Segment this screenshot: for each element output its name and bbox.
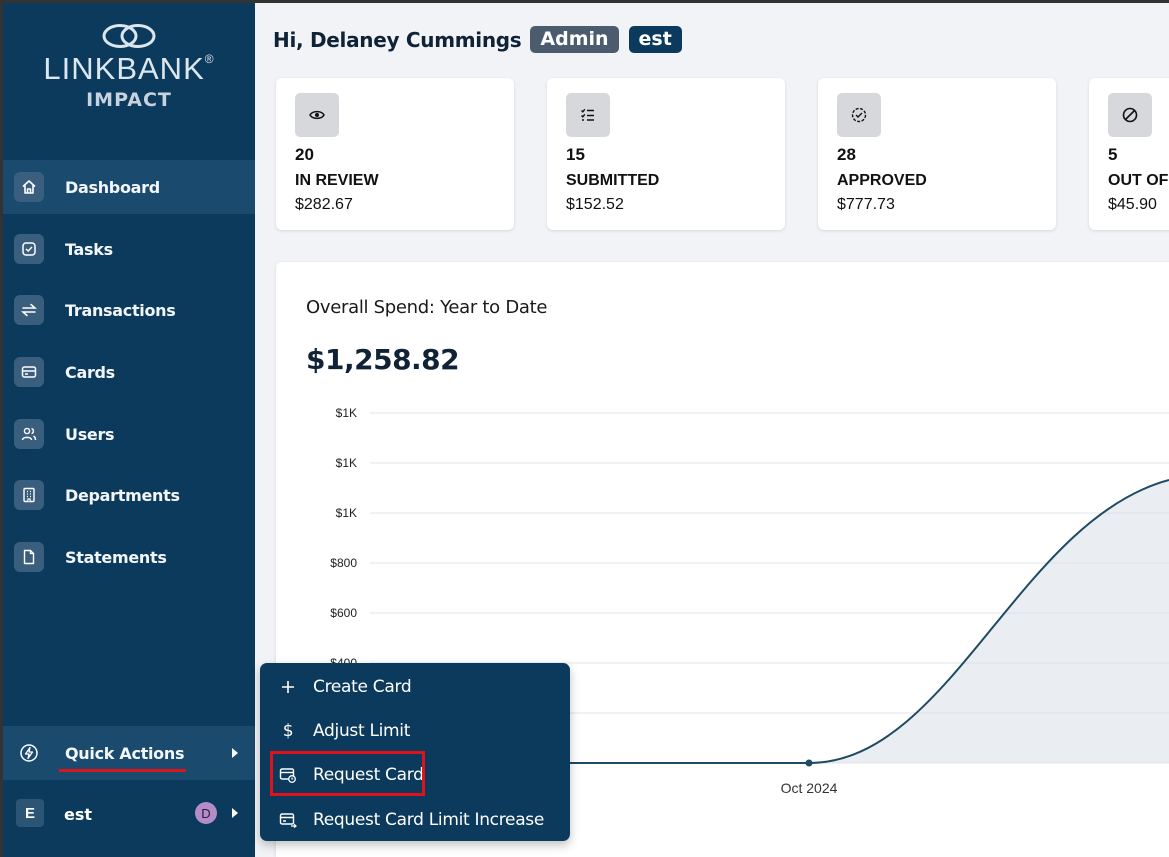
sidebar-item-departments[interactable]: Departments <box>3 468 255 522</box>
dollar-icon: $ <box>282 721 294 741</box>
stat-card-in-review[interactable]: 20 IN REVIEW $282.67 <box>276 78 514 230</box>
card-limit-icon <box>277 812 299 828</box>
org-badge[interactable]: est <box>628 26 682 53</box>
stat-card-out-of[interactable]: 5 OUT OF $45.90 <box>1089 78 1169 230</box>
menu-item-adjust-limit[interactable]: $ Adjust Limit <box>277 721 411 741</box>
stat-label: APPROVED <box>837 172 927 189</box>
chart-title: Overall Spend: Year to Date <box>306 297 548 318</box>
users-icon <box>14 419 44 449</box>
sidebar: LINKBANK® IMPACT Dashboard Tasks Transac… <box>3 3 255 857</box>
org-name[interactable]: est <box>64 805 93 824</box>
stat-count: 5 <box>1108 145 1118 164</box>
menu-item-label: Request Card Limit Increase <box>313 810 545 830</box>
sidebar-item-users[interactable]: Users <box>3 407 255 461</box>
eye-icon <box>295 93 339 137</box>
sidebar-item-label: Dashboard <box>65 177 160 197</box>
sidebar-item-dashboard[interactable]: Dashboard <box>3 160 255 214</box>
sidebar-item-label: Transactions <box>65 300 176 320</box>
linkbank-logo-icon <box>102 24 156 48</box>
sidebar-item-tasks[interactable]: Tasks <box>3 222 255 276</box>
stat-count: 28 <box>837 145 856 164</box>
greeting: Hi, Delaney Cummings <box>273 27 522 52</box>
sidebar-item-statements[interactable]: Statements <box>3 530 255 584</box>
menu-item-label: Adjust Limit <box>313 721 411 741</box>
menu-item-create-card[interactable]: Create Card <box>277 677 412 697</box>
plus-icon <box>277 679 299 695</box>
series-area <box>809 480 1169 763</box>
stat-card-submitted[interactable]: 15 SUBMITTED $152.52 <box>547 78 785 230</box>
check-circle-icon <box>14 234 44 264</box>
sidebar-item-label: Cards <box>65 362 115 382</box>
y-tick-label: $600 <box>330 606 357 620</box>
series-line <box>808 479 1169 764</box>
sidebar-item-cards[interactable]: Cards <box>3 345 255 399</box>
stat-count: 15 <box>566 145 585 164</box>
brand-product: IMPACT <box>86 89 172 111</box>
stat-label: OUT OF <box>1108 172 1169 189</box>
spend-total: $1,258.82 <box>306 343 460 376</box>
brand-logo: LINKBANK® IMPACT <box>3 23 255 111</box>
quick-actions-label: Quick Actions <box>65 743 185 763</box>
card-request-icon <box>277 767 299 783</box>
y-tick-label: $1K <box>336 406 357 420</box>
stat-card-approved[interactable]: 28 APPROVED $777.73 <box>818 78 1056 230</box>
role-badge: Admin <box>530 26 619 53</box>
stat-amount: $45.90 <box>1108 196 1157 213</box>
menu-item-label: Request Card <box>313 765 424 785</box>
y-tick-label: $1K <box>336 506 357 520</box>
stat-label: SUBMITTED <box>566 172 660 189</box>
stat-amount: $282.67 <box>295 196 353 213</box>
list-check-icon <box>566 93 610 137</box>
y-tick-label: $1K <box>336 456 357 470</box>
org-initial-badge[interactable]: E <box>16 799 44 827</box>
stat-count: 20 <box>295 145 314 164</box>
brand-name: LINKBANK® <box>43 51 215 86</box>
quick-actions-menu: Create Card $ Adjust Limit Request Card … <box>260 663 570 841</box>
ban-icon <box>1108 93 1152 137</box>
y-tick-label: $800 <box>330 556 357 570</box>
document-icon <box>14 542 44 572</box>
quick-actions-underline <box>59 769 186 772</box>
chevron-right-icon <box>232 748 238 758</box>
stat-label: IN REVIEW <box>295 172 379 189</box>
lightning-icon <box>14 738 44 768</box>
home-icon <box>14 172 44 202</box>
transfer-arrows-icon <box>14 295 44 325</box>
stat-amount: $152.52 <box>566 196 624 213</box>
avatar[interactable]: D <box>195 802 217 824</box>
menu-item-request-card[interactable]: Request Card <box>277 765 424 785</box>
sidebar-item-label: Departments <box>65 485 180 505</box>
badge-check-icon <box>837 93 881 137</box>
page-header: Hi, Delaney Cummings Admin est <box>273 26 682 53</box>
menu-item-request-card-limit-increase[interactable]: Request Card Limit Increase <box>277 810 544 830</box>
sidebar-item-transactions[interactable]: Transactions <box>3 283 255 337</box>
data-point <box>805 759 813 767</box>
request-card-highlight <box>270 751 425 796</box>
credit-card-icon <box>14 357 44 387</box>
menu-item-label: Create Card <box>313 677 412 697</box>
sidebar-item-label: Tasks <box>65 239 113 259</box>
app-window: LINKBANK® IMPACT Dashboard Tasks Transac… <box>3 3 1169 857</box>
x-tick-label: Oct 2024 <box>781 780 838 796</box>
stat-amount: $777.73 <box>837 196 895 213</box>
building-icon <box>14 480 44 510</box>
sidebar-item-label: Users <box>65 424 115 444</box>
sidebar-item-label: Statements <box>65 547 167 567</box>
chevron-right-icon[interactable] <box>232 808 238 818</box>
